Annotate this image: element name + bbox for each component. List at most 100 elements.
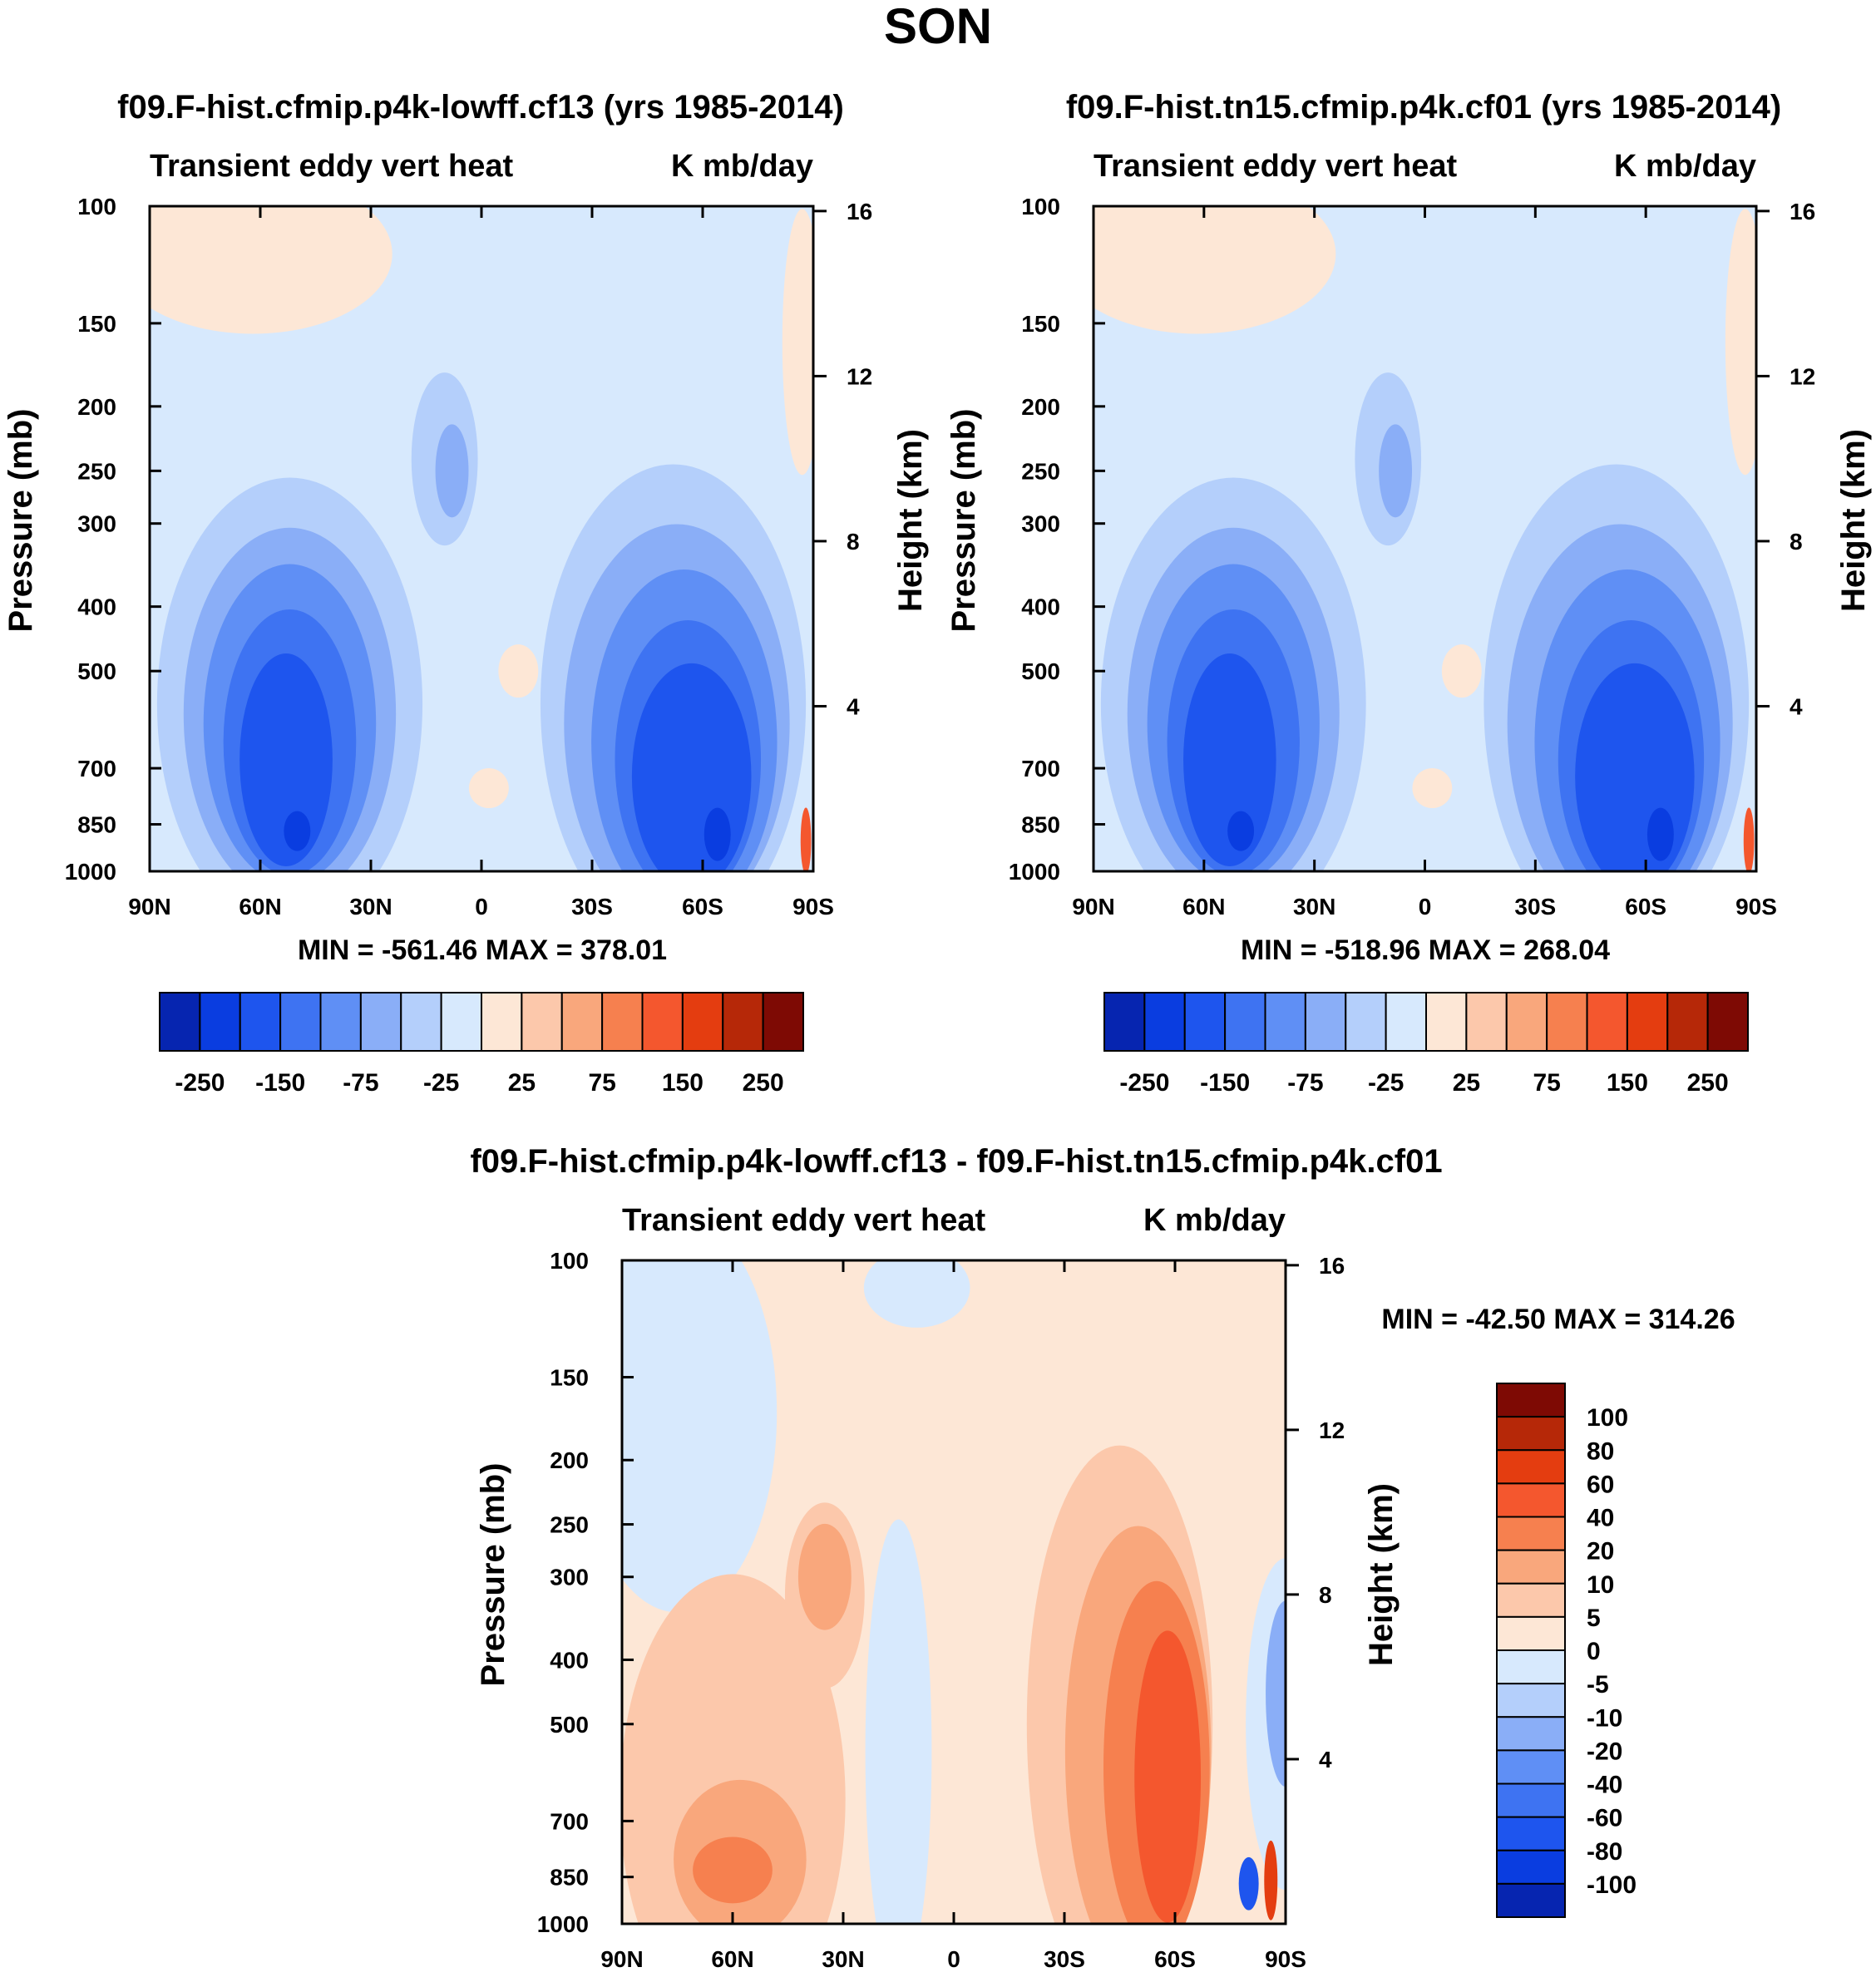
colorbar-swatch: [1496, 1683, 1566, 1718]
negative-region: [1266, 1600, 1286, 1787]
y-tick-label: 850: [77, 812, 116, 838]
x-tick-label: 30S: [1044, 1946, 1085, 1972]
y-tick-label: 1000: [65, 859, 116, 885]
colorbar-swatch: [359, 992, 402, 1052]
y-tick-label: 250: [550, 1512, 589, 1538]
x-tick-label: 60S: [1625, 894, 1666, 920]
y-tick-label: 200: [550, 1447, 589, 1473]
colorbar-label: -10: [1587, 1704, 1622, 1732]
colorbar-label: 75: [588, 1069, 615, 1097]
colorbar-label: -150: [255, 1069, 305, 1097]
panel-2: f09.F-hist.tn15.cfmip.p4k.cf01 (yrs 1985…: [945, 89, 1872, 1097]
x-tick-label: 90N: [128, 894, 170, 920]
y-tick-label: 500: [1021, 658, 1060, 684]
colorbar-label: 250: [743, 1069, 784, 1097]
x-tick-label: 60S: [682, 894, 723, 920]
colorbar-swatch: [601, 992, 644, 1052]
colorbar-label: 150: [1607, 1069, 1648, 1097]
negative-region: [435, 424, 469, 518]
colorbar-label: -25: [1368, 1069, 1404, 1097]
panel-title: f09.F-hist.tn15.cfmip.p4k.cf01 (yrs 1985…: [1066, 89, 1781, 126]
variable-label: Transient eddy vert heat: [622, 1203, 985, 1238]
contour-plot: 90N 60N 30N 0 30S 60S 90S 100 150 200 250 300 400 500…: [1009, 194, 1815, 920]
colorbar-label: -60: [1587, 1805, 1622, 1832]
y-tick-label: 400: [77, 594, 116, 620]
colorbar-swatch: [1666, 992, 1709, 1052]
y2-axis-label: Height (km): [892, 429, 929, 612]
y-tick-label: 100: [1021, 194, 1060, 219]
min-max-label: MIN = -561.46 MAX = 378.01: [298, 934, 667, 966]
min-max-label: MIN = -42.50 MAX = 314.26: [1381, 1304, 1735, 1335]
positive-region: [1094, 206, 1336, 334]
y-tick-label: 300: [550, 1565, 589, 1590]
units-label: K mb/day: [1143, 1203, 1286, 1238]
colorbar-swatch: [641, 992, 684, 1052]
contour-fill: [1094, 206, 1756, 871]
negative-region: [863, 1260, 970, 1328]
y-axis-label: Pressure (mb): [2, 409, 39, 633]
colorbar-swatch: [1505, 992, 1548, 1052]
colorbar-label: -150: [1200, 1069, 1250, 1097]
page-title: SON: [884, 0, 992, 54]
y-tick-label: 100: [550, 1248, 589, 1274]
colorbar-swatch: [1465, 992, 1508, 1052]
negative-region: [239, 653, 333, 867]
colorbar-label: 40: [1587, 1505, 1614, 1532]
panel-title: f09.F-hist.cfmip.p4k-lowff.cf13 - f09.F-…: [470, 1143, 1442, 1180]
y2-tick-label: 12: [1319, 1417, 1345, 1443]
colorbar-label: -250: [1119, 1069, 1169, 1097]
colorbar-label: 10: [1587, 1571, 1614, 1599]
negative-region: [1227, 811, 1255, 851]
colorbar-label: 150: [662, 1069, 704, 1097]
y-tick-label: 700: [550, 1808, 589, 1834]
y2-tick-label: 16: [1319, 1253, 1345, 1279]
negative-region: [865, 1519, 932, 1924]
colorbar-swatch: [440, 992, 482, 1052]
colorbar-label: 60: [1587, 1471, 1614, 1498]
colorbar-swatch: [1496, 1615, 1566, 1651]
colorbar-swatch: [199, 992, 241, 1052]
y-tick-label: 300: [77, 511, 116, 537]
y-tick-label: 400: [1021, 594, 1060, 620]
positive-region: [1134, 1630, 1202, 1923]
y2-tick-label: 16: [1790, 199, 1815, 224]
x-tick-label: 90S: [792, 894, 834, 920]
colorbar-label: -75: [343, 1069, 378, 1097]
colorbar-swatch: [1496, 1782, 1566, 1818]
y-tick-label: 1000: [1009, 859, 1060, 885]
colorbar-label: 250: [1687, 1069, 1729, 1097]
colorbar-label: -80: [1587, 1838, 1622, 1866]
contour-plot: 90N 60N 30N 0 30S 60S 90S 100 150 200 250 300 400 500…: [537, 1248, 1345, 1972]
contour-plot: 90N 60N 30N 0 30S 60S 90S 100 150 200 250 300 400 500…: [65, 194, 872, 920]
x-tick-label: 0: [475, 894, 488, 920]
colorbar-swatch: [1496, 1716, 1566, 1752]
colorbar-swatch: [1706, 992, 1749, 1052]
units-label: K mb/day: [1614, 149, 1756, 184]
colorbar-swatch: [1224, 992, 1266, 1052]
x-tick-label: 30N: [349, 894, 392, 920]
colorbar-label: 100: [1587, 1404, 1628, 1432]
x-tick-label: 60S: [1154, 1946, 1196, 1972]
colorbar-swatch: [1345, 992, 1387, 1052]
x-tick-label: 90S: [1265, 1946, 1306, 1972]
min-max-label: MIN = -518.96 MAX = 268.04: [1241, 934, 1610, 966]
colorbar-swatch: [1264, 992, 1306, 1052]
y2-tick-label: 8: [847, 529, 860, 555]
colorbar-label: 25: [508, 1069, 536, 1097]
positive-region: [1441, 644, 1482, 698]
x-tick-label: 0: [947, 1946, 960, 1972]
negative-region: [1183, 653, 1276, 867]
colorbar-label: -250: [175, 1069, 225, 1097]
colorbar-swatch: [1425, 992, 1468, 1052]
y2-tick-label: 4: [847, 693, 860, 719]
negative-region: [1575, 663, 1695, 871]
y2-axis-label: Height (km): [1835, 429, 1872, 612]
negative-region: [1238, 1856, 1259, 1911]
y-tick-label: 150: [1021, 311, 1060, 337]
colorbar-swatch: [1496, 1582, 1566, 1618]
y-tick-label: 500: [77, 658, 116, 684]
colorbar-label: 20: [1587, 1538, 1614, 1565]
y-tick-label: 200: [77, 394, 116, 420]
x-tick-label: 30S: [571, 894, 613, 920]
x-tick-label: 30N: [1293, 894, 1335, 920]
